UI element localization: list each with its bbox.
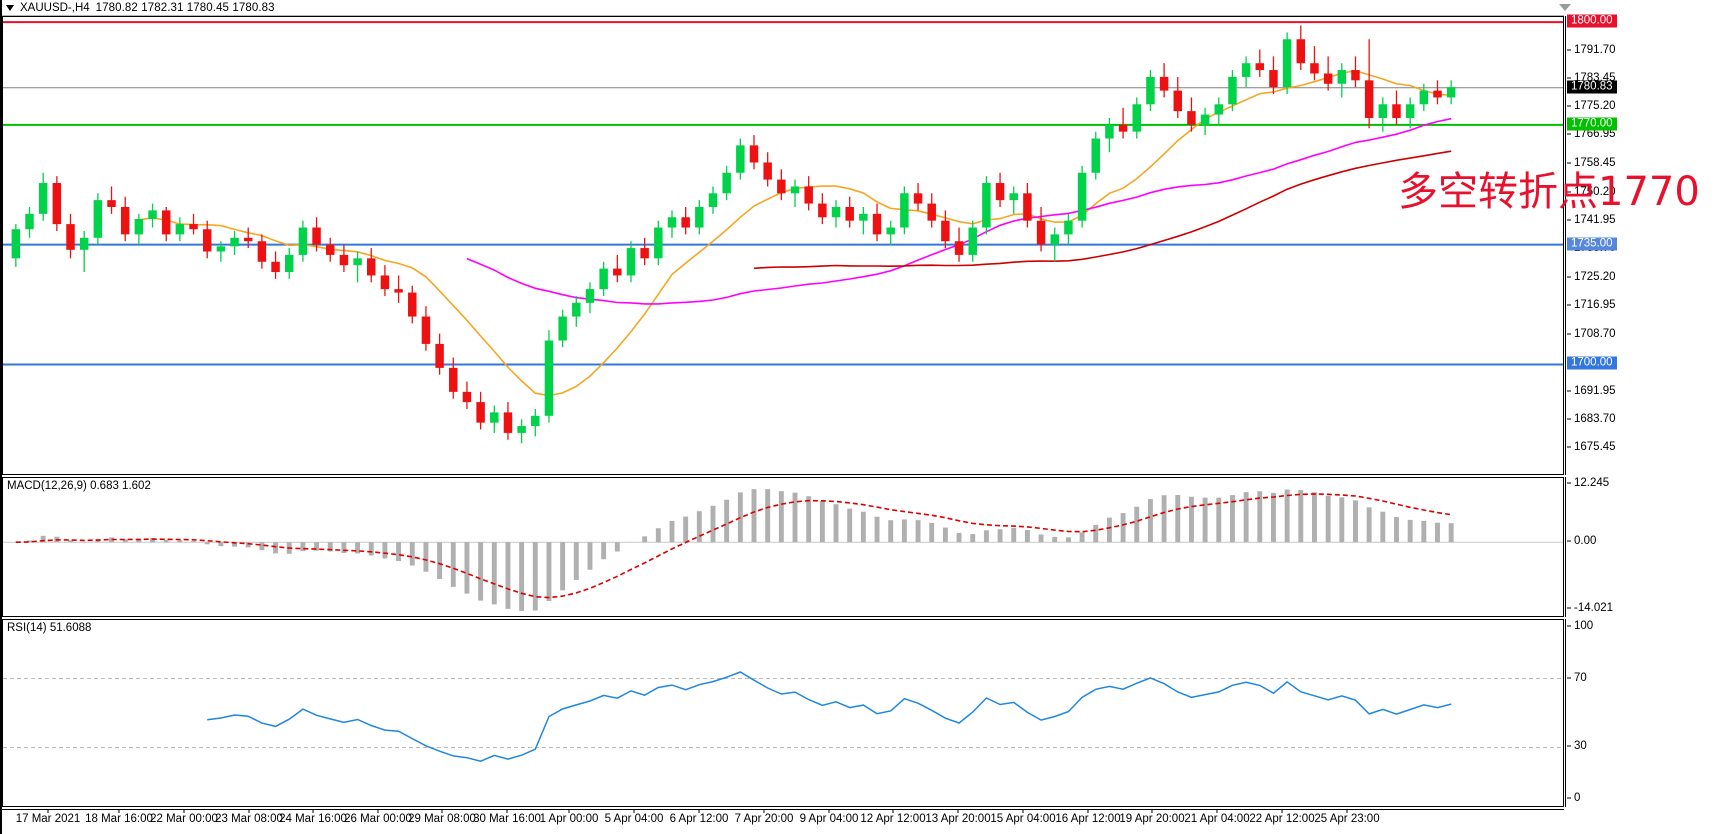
axis-tick-label: 1683.70: [1566, 413, 1616, 425]
time-tick: [248, 810, 250, 813]
axis-tick-label: 0: [1566, 792, 1580, 804]
macd-axis-scale[interactable]: 12.245 0.00 -14.021: [1565, 477, 1731, 617]
macd-plot[interactable]: [3, 478, 1563, 616]
symbol-timeframe-label: XAUUSD-,H4: [20, 1, 90, 14]
axis-tick-label: 1691.95: [1566, 385, 1616, 397]
time-tick: [763, 810, 765, 813]
time-axis-label: 13 Apr 20:00: [925, 813, 991, 825]
axis-tick-label: 1741.95: [1566, 214, 1616, 226]
axis-tick-label: 100: [1566, 620, 1593, 632]
price-plot[interactable]: [3, 17, 1563, 474]
time-axis-label: 1 Apr 00:00: [539, 813, 599, 825]
time-axis-label: 7 Apr 20:00: [734, 813, 794, 825]
time-tick: [828, 810, 830, 813]
time-tick: [568, 810, 570, 813]
time-tick: [1151, 810, 1153, 813]
window-minimize-icon[interactable]: [1557, 0, 1571, 14]
time-axis-label: 22 Mar 00:00: [150, 813, 218, 825]
price-tag-1780-83[interactable]: 1780.83: [1567, 80, 1617, 94]
axis-tick-label: 1708.70: [1566, 328, 1616, 340]
axis-tick-label: 1675.45: [1566, 441, 1616, 453]
time-tick: [312, 810, 314, 813]
time-tick: [1216, 810, 1218, 813]
axis-tick-label: 1758.45: [1566, 157, 1616, 169]
price-tag-1735-00[interactable]: 1735.00: [1567, 237, 1617, 251]
chart-annotation-text: 多空转折点1770: [1398, 169, 1700, 215]
axis-tick-label: 0.00: [1566, 535, 1596, 547]
axis-tick-label: 30: [1566, 740, 1587, 752]
price-pane[interactable]: 多空转折点1770: [2, 16, 1700, 475]
time-axis-label: 30 Mar 16:00: [473, 813, 541, 825]
time-axis-label: 16 Apr 12:00: [1055, 813, 1121, 825]
axis-tick-label: 1750.20: [1566, 186, 1616, 198]
time-tick: [1022, 810, 1024, 813]
time-tick: [377, 810, 379, 813]
time-tick: [118, 810, 120, 813]
right-edge-filler: [1729, 0, 1731, 834]
time-tick: [698, 810, 700, 813]
time-axis-label: 18 Mar 16:00: [85, 813, 153, 825]
axis-tick-label: 1766.95: [1566, 128, 1616, 140]
axis-tick-label: -14.021: [1566, 602, 1613, 614]
time-axis-label: 5 Apr 04:00: [604, 813, 664, 825]
axis-tick-label: 1791.70: [1566, 44, 1616, 56]
time-tick: [892, 810, 894, 813]
time-tick: [957, 810, 959, 813]
time-axis-label: 24 Mar 16:00: [279, 813, 347, 825]
axis-tick-label: 1775.20: [1566, 100, 1616, 112]
price-tag-1700-00[interactable]: 1700.00: [1567, 356, 1617, 370]
time-axis-label: 26 Mar 00:00: [344, 813, 412, 825]
time-tick: [183, 810, 185, 813]
time-tick: [633, 810, 635, 813]
time-axis-label: 9 Apr 04:00: [799, 813, 859, 825]
time-axis-label: 19 Apr 20:00: [1119, 813, 1185, 825]
time-tick: [1087, 810, 1089, 813]
price-tag-1800-00[interactable]: 1800.00: [1567, 14, 1617, 28]
rsi-pane[interactable]: RSI(14) 51.6088: [2, 619, 1564, 807]
time-tick: [47, 810, 49, 813]
time-tick: [441, 810, 443, 813]
axis-tick-label: 1716.95: [1566, 299, 1616, 311]
axis-tick-label: 70: [1566, 672, 1587, 684]
time-axis-label: 21 Apr 04:00: [1184, 813, 1250, 825]
time-axis-label: 22 Apr 12:00: [1249, 813, 1315, 825]
time-axis-label: 15 Apr 04:00: [990, 813, 1056, 825]
time-tick: [1281, 810, 1283, 813]
time-axis-label: 25 Apr 23:00: [1314, 813, 1380, 825]
ohlc-values: 1780.82 1782.31 1780.45 1780.83: [95, 1, 275, 14]
rsi-indicator-label: RSI(14) 51.6088: [7, 622, 92, 634]
macd-pane[interactable]: MACD(12,26,9) 0.683 1.602: [2, 477, 1564, 617]
axis-tick-label: 12.245: [1566, 477, 1609, 489]
axis-tick-label: 1725.20: [1566, 271, 1616, 283]
triangle-down-icon[interactable]: [6, 4, 14, 11]
time-axis-label: 6 Apr 12:00: [669, 813, 729, 825]
time-axis-label: 17 Mar 2021: [15, 813, 81, 825]
price-tag-1770-00[interactable]: 1770.00: [1567, 117, 1617, 131]
time-axis-label: 12 Apr 12:00: [860, 813, 926, 825]
time-axis-label: 29 Mar 08:00: [408, 813, 476, 825]
macd-indicator-label: MACD(12,26,9) 0.683 1.602: [7, 480, 151, 492]
time-tick: [506, 810, 508, 813]
price-axis-scale[interactable]: 1791.70 1783.45 1775.20 1766.95 1758.45 1750.…: [1565, 14, 1731, 475]
time-tick: [1346, 810, 1348, 813]
chart-titlebar[interactable]: XAUUSD-,H4 1780.82 1782.31 1780.45 1780.…: [2, 0, 1564, 16]
rsi-axis-scale[interactable]: 100 70 30 0: [1565, 619, 1731, 807]
rsi-plot[interactable]: [3, 620, 1563, 806]
time-axis-label: 23 Mar 08:00: [215, 813, 283, 825]
time-axis[interactable]: 17 Mar 2021 18 Mar 16:00 22 Mar 00:00 23 Ma…: [2, 809, 1564, 834]
